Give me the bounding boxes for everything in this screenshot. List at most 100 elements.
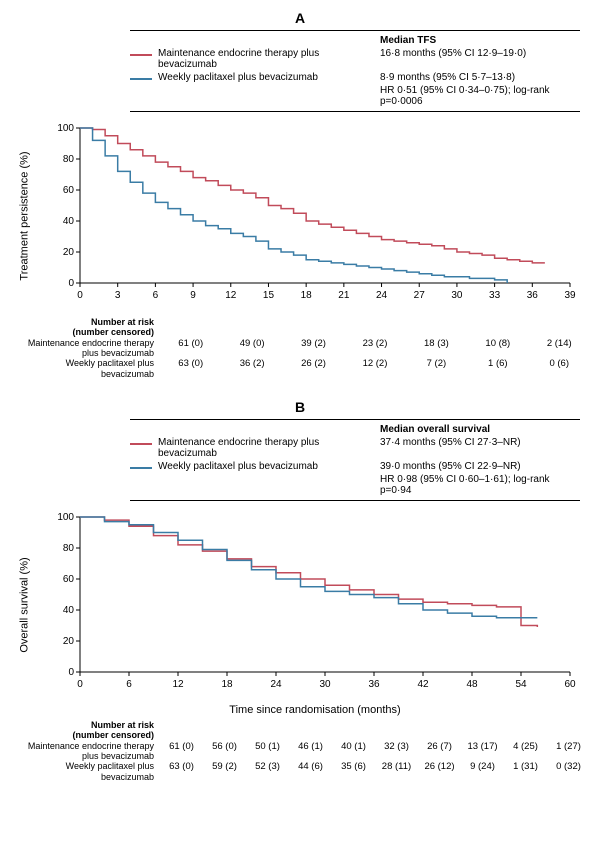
svg-text:39: 39 bbox=[564, 290, 576, 301]
legend-arm1-label: Maintenance endocrine therapy plus bevac… bbox=[158, 48, 380, 70]
svg-text:6: 6 bbox=[153, 290, 159, 301]
svg-text:60: 60 bbox=[63, 185, 75, 196]
svg-text:0: 0 bbox=[77, 679, 83, 690]
risk-cell: 52 (3) bbox=[246, 761, 289, 772]
svg-text:40: 40 bbox=[63, 216, 75, 227]
svg-text:24: 24 bbox=[376, 290, 388, 301]
legend-b: Median overall survival Maintenance endo… bbox=[130, 419, 580, 501]
risk-cell: 59 (2) bbox=[203, 761, 246, 772]
swatch-b-arm1 bbox=[130, 443, 152, 445]
svg-text:36: 36 bbox=[368, 679, 380, 690]
svg-text:60: 60 bbox=[564, 679, 576, 690]
legend-b-stats: HR 0·98 (95% CI 0·60–1·61); log-rank p=0… bbox=[380, 474, 580, 496]
legend-b-arm1-value: 37·4 months (95% CI 27·3–NR) bbox=[380, 437, 580, 448]
svg-text:3: 3 bbox=[115, 290, 121, 301]
risk-cell: 1 (6) bbox=[467, 358, 528, 369]
risk-a-arm1-cells: 61 (0)49 (0)39 (2)23 (2)18 (3)10 (8)2 (1… bbox=[160, 338, 590, 349]
risk-cell: 40 (1) bbox=[332, 741, 375, 752]
risk-cell: 0 (6) bbox=[529, 358, 590, 369]
panel-a-letter: A bbox=[10, 10, 590, 26]
svg-text:36: 36 bbox=[527, 290, 539, 301]
legend-a: Median TFS Maintenance endocrine therapy… bbox=[130, 30, 580, 112]
risk-b-label1b: plus bevacizumab bbox=[82, 751, 154, 761]
svg-text:15: 15 bbox=[263, 290, 275, 301]
risk-cell: 56 (0) bbox=[203, 741, 246, 752]
svg-text:60: 60 bbox=[63, 574, 75, 585]
svg-text:54: 54 bbox=[515, 679, 527, 690]
svg-text:24: 24 bbox=[270, 679, 282, 690]
risk-cell: 10 (8) bbox=[467, 338, 528, 349]
panel-a: A Median TFS Maintenance endocrine thera… bbox=[10, 10, 590, 379]
legend-a-title: Median TFS bbox=[380, 35, 580, 46]
legend-a-arm2-value: 8·9 months (95% CI 5·7–13·8) bbox=[380, 72, 580, 83]
risk-cell: 39 (2) bbox=[283, 338, 344, 349]
risk-a-arm2-cells: 63 (0)36 (2)26 (2)12 (2)7 (2)1 (6)0 (6) bbox=[160, 358, 590, 369]
legend-arm2-label: Weekly paclitaxel plus bevacizumab bbox=[158, 72, 380, 83]
panel-b: B Median overall survival Maintenance en… bbox=[10, 399, 590, 782]
risk-header-a1: Number at risk bbox=[91, 317, 154, 327]
swatch-arm1 bbox=[130, 54, 152, 56]
risk-cell: 63 (0) bbox=[160, 761, 203, 772]
risk-a-label1b: plus bevacizumab bbox=[82, 348, 154, 358]
risk-cell: 32 (3) bbox=[375, 741, 418, 752]
svg-text:33: 33 bbox=[489, 290, 501, 301]
svg-text:80: 80 bbox=[63, 154, 75, 165]
risk-cell: 26 (2) bbox=[283, 358, 344, 369]
risk-cell: 4 (25) bbox=[504, 741, 547, 752]
risk-cell: 7 (2) bbox=[406, 358, 467, 369]
svg-text:100: 100 bbox=[57, 123, 74, 134]
risk-cell: 23 (2) bbox=[344, 338, 405, 349]
risk-cell: 26 (7) bbox=[418, 741, 461, 752]
legend-b-arm2-value: 39·0 months (95% CI 22·9–NR) bbox=[380, 461, 580, 472]
svg-text:40: 40 bbox=[63, 605, 75, 616]
svg-text:6: 6 bbox=[126, 679, 132, 690]
svg-text:20: 20 bbox=[63, 636, 75, 647]
svg-text:48: 48 bbox=[466, 679, 478, 690]
legend-a-stats: HR 0·51 (95% CI 0·34–0·75); log-rank p=0… bbox=[380, 85, 580, 107]
risk-cell: 1 (27) bbox=[547, 741, 590, 752]
risk-table-a: Number at risk (number censored) Mainten… bbox=[10, 317, 590, 379]
risk-cell: 9 (24) bbox=[461, 761, 504, 772]
risk-cell: 46 (1) bbox=[289, 741, 332, 752]
risk-b-label1a: Maintenance endocrine therapy bbox=[28, 741, 154, 751]
risk-cell: 36 (2) bbox=[221, 358, 282, 369]
risk-cell: 50 (1) bbox=[246, 741, 289, 752]
risk-cell: 44 (6) bbox=[289, 761, 332, 772]
risk-cell: 18 (3) bbox=[406, 338, 467, 349]
risk-a-label2a: Weekly paclitaxel plus bbox=[66, 358, 154, 368]
legend-b-arm2-label: Weekly paclitaxel plus bevacizumab bbox=[158, 461, 380, 472]
risk-cell: 61 (0) bbox=[160, 338, 221, 349]
risk-header-b2: (number censored) bbox=[72, 730, 154, 740]
ylabel-a: Treatment persistence (%) bbox=[19, 151, 31, 280]
risk-b-label2a: Weekly paclitaxel plus bbox=[66, 761, 154, 771]
chart-a-wrap: Treatment persistence (%) 02040608010003… bbox=[10, 118, 590, 313]
legend-b-arm1-label: Maintenance endocrine therapy plus bevac… bbox=[158, 437, 380, 459]
svg-text:12: 12 bbox=[172, 679, 184, 690]
svg-text:0: 0 bbox=[68, 667, 74, 678]
risk-cell: 12 (2) bbox=[344, 358, 405, 369]
risk-cell: 28 (11) bbox=[375, 761, 418, 772]
risk-header-b1: Number at risk bbox=[91, 720, 154, 730]
legend-b-title: Median overall survival bbox=[380, 424, 580, 435]
chart-b: 02040608010006121824303642485460 bbox=[40, 507, 580, 697]
svg-text:9: 9 bbox=[190, 290, 196, 301]
svg-text:18: 18 bbox=[301, 290, 313, 301]
risk-table-b: Number at risk (number censored) Mainten… bbox=[10, 720, 590, 782]
risk-header-a2: (number censored) bbox=[72, 327, 154, 337]
risk-cell: 49 (0) bbox=[221, 338, 282, 349]
ylabel-b: Overall survival (%) bbox=[19, 557, 31, 652]
risk-b-arm1-cells: 61 (0)56 (0)50 (1)46 (1)40 (1)32 (3)26 (… bbox=[160, 741, 590, 752]
svg-text:20: 20 bbox=[63, 247, 75, 258]
risk-cell: 0 (32) bbox=[547, 761, 590, 772]
risk-b-label2b: bevacizumab bbox=[101, 772, 154, 782]
svg-text:0: 0 bbox=[68, 278, 74, 289]
risk-cell: 26 (12) bbox=[418, 761, 461, 772]
swatch-b-arm2 bbox=[130, 467, 152, 469]
risk-b-arm2-cells: 63 (0)59 (2)52 (3)44 (6)35 (6)28 (11)26 … bbox=[160, 761, 590, 772]
risk-cell: 35 (6) bbox=[332, 761, 375, 772]
risk-cell: 61 (0) bbox=[160, 741, 203, 752]
svg-text:42: 42 bbox=[417, 679, 429, 690]
risk-a-label1a: Maintenance endocrine therapy bbox=[28, 338, 154, 348]
xlabel-b: Time since randomisation (months) bbox=[40, 704, 590, 716]
risk-a-label2b: bevacizumab bbox=[101, 369, 154, 379]
